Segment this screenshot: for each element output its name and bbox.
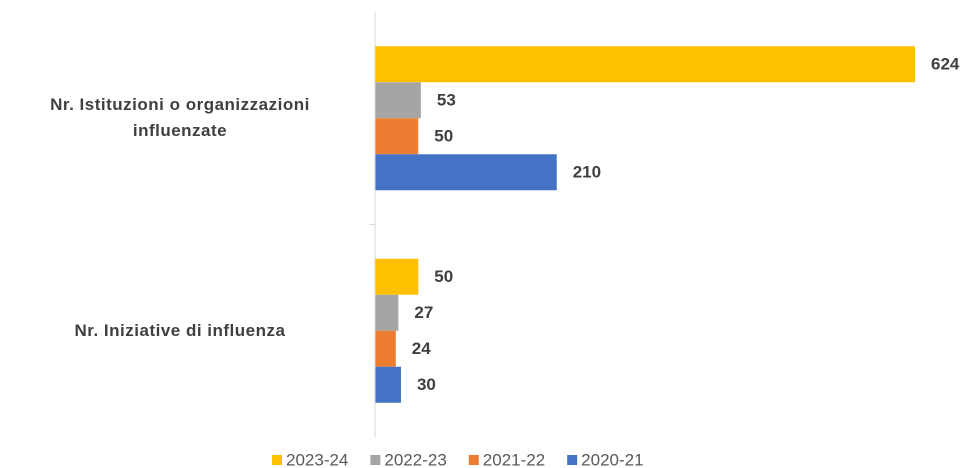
data-label: 27 [414, 303, 433, 322]
category-label: Nr. Istituzioni o organizzazioni influen… [50, 95, 310, 141]
legend-label: 2023-24 [286, 450, 348, 468]
category-label: Nr. Iniziative di influenza [74, 320, 286, 340]
bar [375, 258, 419, 295]
data-label: 50 [434, 267, 453, 286]
data-label: 30 [417, 375, 436, 394]
bar [375, 294, 399, 331]
data-label: 210 [573, 163, 601, 182]
bar [375, 82, 421, 119]
bar [375, 330, 396, 367]
legend-swatch [567, 455, 578, 465]
legend-swatch [468, 455, 479, 465]
bar [375, 366, 401, 403]
bar [375, 46, 915, 83]
data-label: 624 [931, 55, 960, 74]
legend-label: 2022-23 [384, 450, 446, 468]
legend-label: 2021-22 [483, 450, 545, 468]
legend-label: 2020-21 [581, 450, 643, 468]
legend-swatch [370, 455, 381, 465]
bar [375, 154, 557, 191]
data-label: 50 [434, 127, 453, 146]
data-label: 53 [437, 91, 456, 110]
bar [375, 118, 419, 155]
data-label: 24 [412, 339, 431, 358]
legend-swatch [272, 455, 282, 465]
